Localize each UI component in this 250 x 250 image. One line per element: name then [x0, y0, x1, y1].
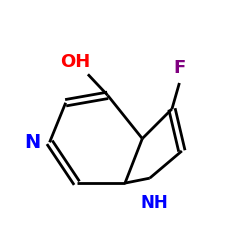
Text: OH: OH — [60, 53, 91, 71]
Text: NH: NH — [141, 194, 169, 212]
Text: F: F — [173, 59, 186, 77]
Text: N: N — [24, 133, 40, 152]
